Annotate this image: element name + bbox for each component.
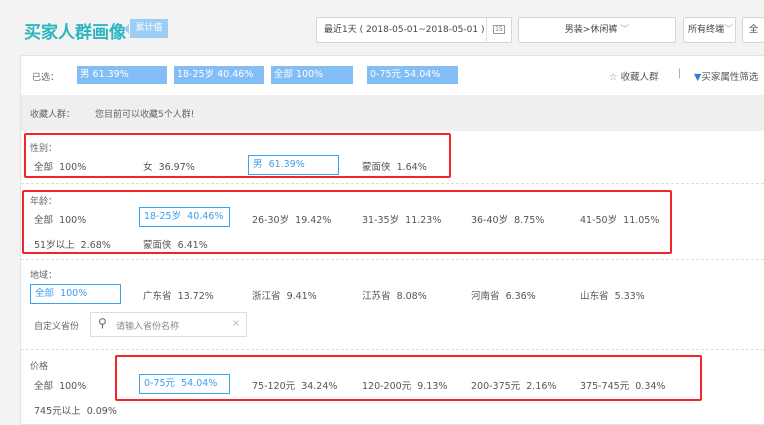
highlight-box xyxy=(115,355,702,401)
age-option[interactable]: 41-50岁 11.05% xyxy=(580,215,660,226)
region-option[interactable]: 浙江省 9.41% xyxy=(252,291,317,302)
star-icon: ☆ xyxy=(609,72,618,83)
gender-option[interactable]: 女 36.97% xyxy=(143,162,195,173)
terminal-select[interactable]: 所有终端﹀ xyxy=(683,17,736,43)
region-option[interactable]: 广东省 13.72% xyxy=(143,291,214,302)
collected-message: 您目前可以收藏5个人群! xyxy=(95,110,195,120)
region-label: 地域： xyxy=(30,271,58,281)
custom-province-label: 自定义省份 xyxy=(34,322,80,332)
price-option[interactable]: 375-745元 0.34% xyxy=(580,381,666,392)
age-option[interactable]: 51岁以上 2.68% xyxy=(34,240,111,251)
collected-row xyxy=(21,95,764,131)
highlight-box xyxy=(22,190,672,254)
region-option[interactable]: 河南省 6.36% xyxy=(471,291,536,302)
category-value: 男装>休闲裤 xyxy=(564,25,618,35)
selected-chip[interactable]: 18-25岁 40.46% xyxy=(174,66,264,84)
province-search-input[interactable]: ⚲ 请输入省份名称 × xyxy=(90,312,247,337)
highlight-box xyxy=(24,133,451,178)
favorite-label: 收藏人群 xyxy=(620,72,659,83)
search-icon: ⚲ xyxy=(98,316,107,330)
age-option-selected[interactable]: 18-25岁 40.46% xyxy=(139,207,230,227)
date-range-text: 最近1天 ( 2018-05-01~2018-05-01 ) xyxy=(324,25,485,35)
page-title: 买家人群画像 xyxy=(24,23,126,43)
selected-chip[interactable]: 0-75元 54.04% xyxy=(367,66,458,84)
filter-label: 买家属性筛选 xyxy=(701,72,759,83)
region-option[interactable]: 山东省 5.33% xyxy=(580,291,645,302)
cumulative-tag: 累计值 xyxy=(124,19,168,38)
price-option[interactable]: 200-375元 2.16% xyxy=(471,381,557,392)
selected-chip[interactable]: 男 61.39% xyxy=(77,66,167,84)
collected-label: 收藏人群： xyxy=(30,110,76,120)
selected-label: 已选： xyxy=(32,73,60,83)
date-range-picker[interactable]: 最近1天 ( 2018-05-01~2018-05-01 ) 15 xyxy=(316,17,512,43)
region-option-selected[interactable]: 全部 100% xyxy=(30,284,121,304)
divider xyxy=(21,349,764,350)
selected-chip[interactable]: 全部 100% xyxy=(271,66,353,84)
gender-option-selected[interactable]: 男 61.39% xyxy=(248,155,339,175)
divider: | xyxy=(678,68,682,79)
search-placeholder: 请输入省份名称 xyxy=(116,322,180,332)
extra-select[interactable]: 全 xyxy=(742,17,764,43)
price-option[interactable]: 全部 100% xyxy=(34,381,87,392)
age-option[interactable]: 全部 100% xyxy=(34,215,87,226)
price-label: 价格 xyxy=(30,362,49,372)
price-option[interactable]: 75-120元 34.24% xyxy=(252,381,338,392)
gender-option[interactable]: 蒙面侠 1.64% xyxy=(362,162,427,173)
divider xyxy=(21,259,764,260)
favorite-crowd-button[interactable]: ☆ 收藏人群 xyxy=(609,69,659,83)
price-option-selected[interactable]: 0-75元 54.04% xyxy=(139,374,230,394)
age-label: 年龄： xyxy=(30,197,58,207)
gender-label: 性别： xyxy=(30,144,58,154)
age-option[interactable]: 31-35岁 11.23% xyxy=(362,215,442,226)
region-option[interactable]: 江苏省 8.08% xyxy=(362,291,427,302)
age-option[interactable]: 36-40岁 8.75% xyxy=(471,215,545,226)
age-option[interactable]: 26-30岁 19.42% xyxy=(252,215,332,226)
clear-icon[interactable]: × xyxy=(232,318,240,329)
age-option[interactable]: 蒙面侠 6.41% xyxy=(143,240,208,251)
price-option[interactable]: 745元以上 0.09% xyxy=(34,406,117,417)
filter-icon: ▼ xyxy=(694,72,702,83)
chevron-down-icon: ﹀ xyxy=(620,25,630,35)
buyer-filter-button[interactable]: ▼买家属性筛选 xyxy=(694,69,758,83)
calendar-icon[interactable]: 15 xyxy=(486,18,511,42)
terminal-value: 所有终端 xyxy=(688,25,725,35)
divider xyxy=(21,183,764,184)
chevron-down-icon: ﹀ xyxy=(724,25,734,35)
category-select[interactable]: 男装>休闲裤 ﹀ xyxy=(518,17,676,43)
gender-option[interactable]: 全部 100% xyxy=(34,162,87,173)
price-option[interactable]: 120-200元 9.13% xyxy=(362,381,448,392)
